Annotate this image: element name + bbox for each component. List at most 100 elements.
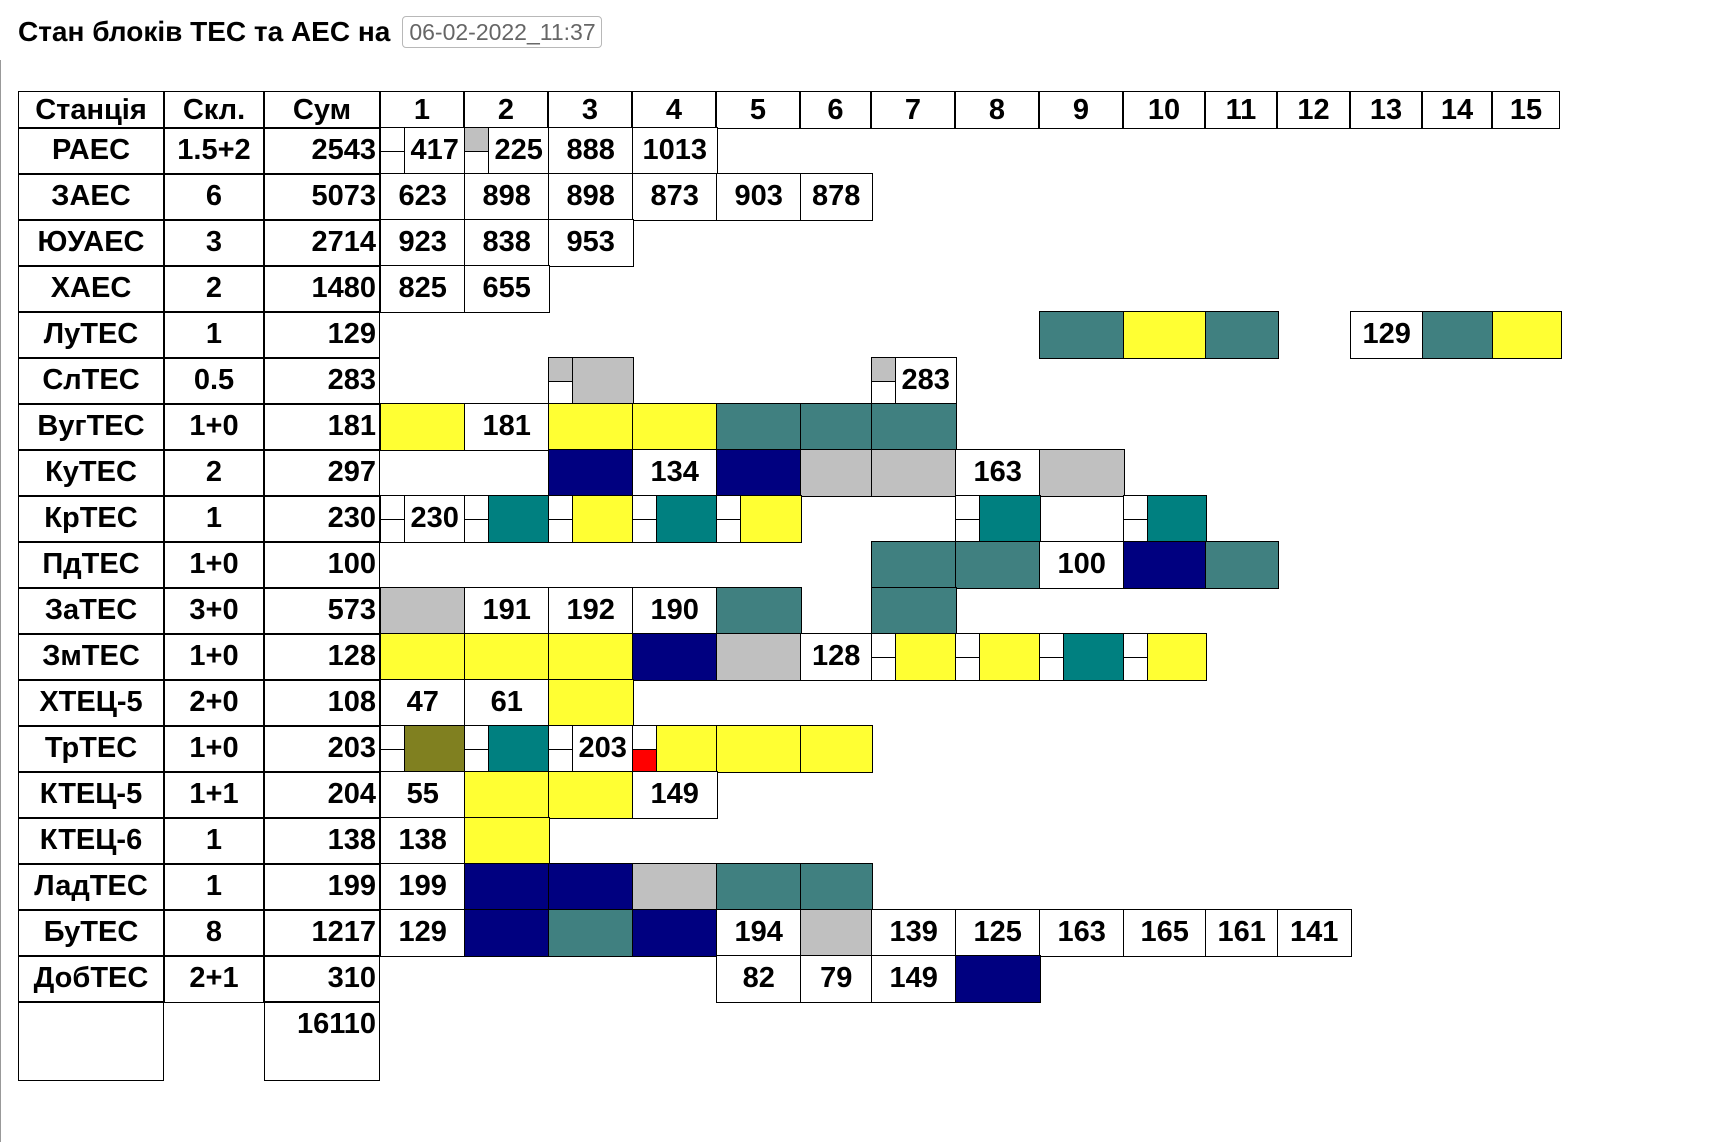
cell-value: 7: [904, 93, 922, 126]
station-composition: 8: [164, 909, 264, 957]
station-composition: 3: [164, 219, 264, 267]
unit-cell: [871, 403, 957, 451]
station-composition: 6: [164, 173, 264, 221]
grand-total: 16110: [264, 1001, 380, 1081]
unit-cell: 191: [464, 587, 550, 635]
unit-state-marker: [872, 358, 896, 404]
station-name: КТЕЦ-5: [18, 771, 164, 819]
station-sum: 1217: [264, 909, 380, 957]
unit-cell: [1039, 449, 1125, 497]
station-composition: 1.5+2: [164, 127, 264, 175]
unit-cell: [548, 771, 634, 819]
station-name: РАЕС: [18, 127, 164, 175]
unit-cell: [1123, 633, 1207, 681]
unit-cell: [548, 863, 634, 911]
station-name: КуТЕС: [18, 449, 164, 497]
cell-value: 878: [812, 180, 861, 213]
cell-value: 108: [327, 686, 376, 719]
column-header: 3: [548, 91, 632, 129]
unit-state-marker: [1040, 634, 1064, 680]
unit-cell: [464, 495, 550, 543]
column-header: 14: [1422, 91, 1492, 129]
cell-value: 2: [205, 272, 223, 305]
cell-value: КТЕЦ-6: [39, 824, 143, 857]
unit-cell: 128: [800, 633, 873, 681]
station-sum: 138: [264, 817, 380, 865]
station-name: ТрТЕС: [18, 725, 164, 773]
station-name: ЛадТЕС: [18, 863, 164, 911]
station-sum: 310: [264, 955, 380, 1003]
unit-cell: 225: [464, 127, 550, 175]
cell-value: 1+0: [189, 548, 239, 581]
unit-cell: 47: [380, 679, 466, 727]
cell-value: 0.5: [193, 364, 235, 397]
station-composition: 2: [164, 449, 264, 497]
unit-cell: 163: [955, 449, 1041, 497]
station-composition: 1: [164, 311, 264, 359]
unit-cell: [800, 863, 873, 911]
cell-value: 2+1: [189, 962, 239, 995]
unit-cell: 230: [380, 495, 466, 543]
unit-cell: [464, 863, 550, 911]
unit-cell: 161: [1205, 909, 1279, 957]
unit-cell: 417: [380, 127, 466, 175]
station-composition: 0.5: [164, 357, 264, 405]
station-sum: 297: [264, 449, 380, 497]
unit-cell: [1039, 311, 1125, 359]
cell-value: 194: [734, 916, 783, 949]
column-header: 6: [800, 91, 871, 129]
unit-cell: [716, 449, 802, 497]
station-name: ЗаТЕС: [18, 587, 164, 635]
column-header: 8: [955, 91, 1039, 129]
cell-value: 1: [205, 318, 223, 351]
cell-value: 898: [566, 180, 615, 213]
unit-cell: [716, 633, 802, 681]
cell-value: 923: [398, 226, 447, 259]
unit-cell: [800, 449, 873, 497]
station-sum: 129: [264, 311, 380, 359]
unit-cell: 125: [955, 909, 1041, 957]
unit-cell: 163: [1039, 909, 1125, 957]
station-name: ХТЕЦ-5: [18, 679, 164, 727]
unit-cell: [716, 725, 802, 773]
unit-cell: [548, 357, 634, 405]
unit-cell: [955, 955, 1041, 1003]
cell-value: 204: [327, 778, 376, 811]
unit-cell: [1205, 311, 1279, 359]
cell-value: 47: [406, 686, 439, 719]
unit-cell: [464, 771, 550, 819]
unit-cell: 100: [1039, 541, 1125, 589]
cell-value: 139: [889, 916, 938, 949]
cell-value: 1217: [311, 916, 376, 949]
cell-value: 903: [734, 180, 783, 213]
unit-cell: 149: [871, 955, 957, 1003]
cell-value: ВугТЕС: [37, 410, 145, 443]
column-header: 12: [1277, 91, 1350, 129]
unit-cell: 138: [380, 817, 466, 865]
unit-state-marker: [465, 496, 489, 542]
cell-value: 125: [973, 916, 1022, 949]
unit-cell: 199: [380, 863, 466, 911]
unit-state-marker: [633, 496, 657, 542]
datetime-field[interactable]: 06-02-2022_11:37: [402, 16, 603, 48]
unit-cell: 888: [548, 127, 634, 175]
cell-value: 82: [742, 962, 775, 995]
column-header: Станція: [18, 91, 164, 129]
cell-value: 163: [1057, 916, 1106, 949]
cell-value: ХТЕЦ-5: [39, 686, 143, 719]
cell-value: Станція: [35, 93, 147, 126]
cell-value: 4: [665, 93, 683, 126]
unit-state-marker: [956, 634, 980, 680]
unit-cell: [632, 633, 718, 681]
column-header: 7: [871, 91, 955, 129]
cell-value: 5073: [311, 180, 376, 213]
cell-value: 129: [327, 318, 376, 351]
unit-cell: 82: [716, 955, 802, 1003]
station-composition: 1+1: [164, 771, 264, 819]
unit-state-marker: [549, 726, 573, 772]
unit-cell: 55: [380, 771, 466, 819]
cell-value: 161: [1217, 916, 1266, 949]
station-sum: 573: [264, 587, 380, 635]
unit-cell: [955, 633, 1041, 681]
unit-state-marker: [956, 496, 980, 542]
